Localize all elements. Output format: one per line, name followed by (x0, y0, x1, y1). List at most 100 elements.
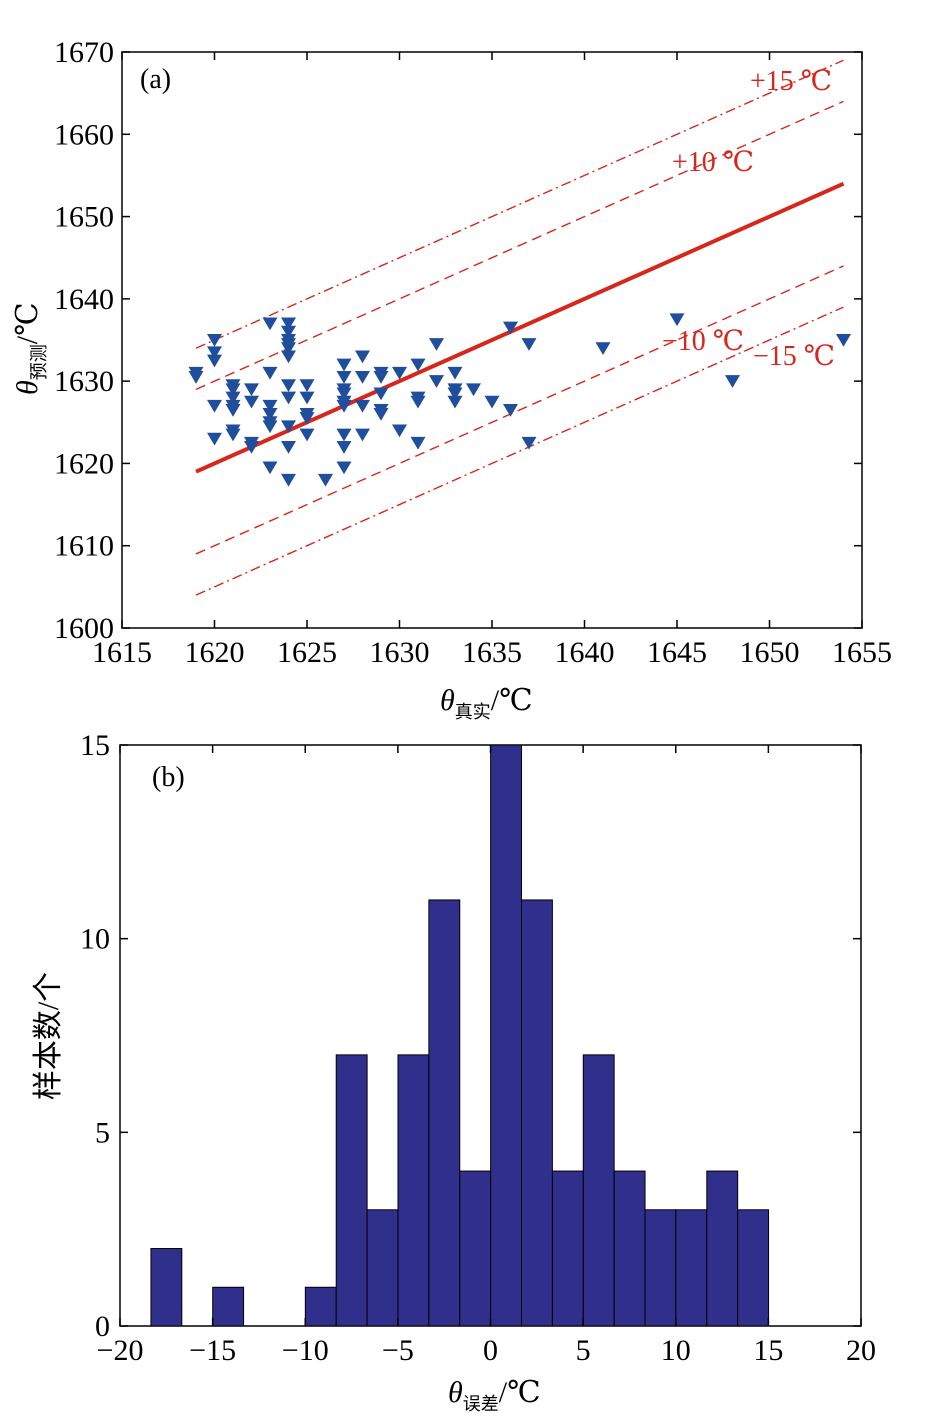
data-point (355, 371, 370, 384)
histogram-bar (582, 1054, 615, 1327)
reference-line (195, 306, 844, 596)
data-point (669, 313, 685, 327)
y-tick-label: 1650 (54, 201, 114, 234)
data-point (355, 350, 370, 364)
data-point (244, 383, 259, 397)
histogram-bar (551, 1170, 584, 1327)
y-tick-label: 0 (95, 1310, 110, 1343)
x-tick-label: −5 (382, 1334, 414, 1367)
data-point (836, 334, 851, 347)
panel-a-label: (a) (140, 64, 171, 95)
data-point (262, 366, 278, 380)
data-point (281, 391, 296, 405)
panel-a: 1615 1620 1625 1630 1635 1640 1645 1650 1655 1600… (11, 36, 892, 722)
data-point (336, 399, 352, 413)
reference-line (195, 100, 844, 391)
y-tick-label: 1630 (54, 365, 114, 398)
data-point (410, 358, 426, 372)
data-point (207, 399, 222, 413)
histogram-bar (613, 1170, 646, 1327)
histogram-bar (521, 899, 553, 1327)
y-tick-label: 15 (80, 729, 110, 762)
ref-label-minus15: −15 ℃ (753, 341, 835, 372)
data-point (410, 436, 426, 450)
x-tick-label: −10 (282, 1334, 329, 1367)
data-point (244, 395, 259, 409)
panel-b-label: (b) (152, 762, 185, 793)
data-point (503, 321, 518, 335)
data-point (281, 325, 296, 339)
panel-a-y-symbol: θ (11, 380, 44, 395)
data-point (299, 391, 315, 405)
data-point (262, 399, 278, 413)
data-point (466, 383, 481, 397)
panel-b: −20 −15 −10 −5 0 5 10 15 20 0 5 10 15 (b) θ误差/℃ 样本数/… (32, 729, 876, 1414)
x-tick-label: 1655 (832, 636, 892, 669)
histogram-bar (397, 1054, 430, 1327)
data-point (262, 420, 278, 434)
histogram-bar (706, 1170, 739, 1327)
histogram-bar (644, 1209, 677, 1327)
data-point (225, 383, 241, 397)
histogram-bar (304, 1286, 337, 1327)
ref-label-minus10: −10 ℃ (662, 326, 744, 357)
y-tick-label: 1600 (54, 612, 114, 645)
histogram-bar (335, 1054, 368, 1327)
data-point (207, 354, 222, 368)
data-point (521, 338, 537, 351)
data-point (355, 428, 370, 442)
data-point (318, 473, 333, 487)
data-point (299, 428, 315, 442)
panel-a-reference-lines (195, 59, 844, 596)
data-point (355, 399, 370, 413)
x-tick-label: −20 (97, 1334, 144, 1367)
data-point (336, 461, 352, 475)
data-point (503, 403, 518, 417)
ref-label-plus15: +15 ℃ (750, 66, 832, 97)
panel-b-x-unit: /℃ (499, 1376, 541, 1409)
data-point (299, 412, 315, 425)
panel-a-x-unit: /℃ (491, 684, 533, 717)
panel-b-ticks: −20 −15 −10 −5 0 5 10 15 20 0 5 10 15 (80, 729, 876, 1367)
reference-line (195, 265, 844, 555)
x-tick-label: 1625 (277, 636, 337, 669)
data-point (725, 375, 740, 388)
data-point (207, 432, 222, 446)
data-point (336, 440, 352, 454)
y-tick-label: 5 (95, 1116, 110, 1149)
panel-b-y-title: 样本数/个 (32, 972, 65, 1100)
data-point (336, 428, 352, 442)
panel-a-x-symbol: θ (440, 684, 455, 717)
data-point (447, 395, 463, 409)
data-point (521, 436, 537, 450)
data-point (447, 387, 463, 401)
panel-a-y-title: θ预测/℃ (11, 302, 49, 395)
y-tick-label: 10 (80, 923, 110, 956)
data-point (336, 371, 352, 384)
data-point (244, 440, 259, 454)
data-point (281, 379, 296, 393)
x-tick-label: 1640 (555, 636, 615, 669)
panel-a-ticks: 1615 1620 1625 1630 1635 1640 1645 1650 1655 1600… (54, 36, 892, 669)
y-tick-label: 1670 (54, 36, 114, 69)
data-point (225, 391, 241, 405)
data-point (207, 334, 222, 347)
data-point (336, 387, 352, 401)
data-point (281, 317, 296, 331)
data-point (429, 338, 444, 351)
x-tick-label: 5 (576, 1334, 591, 1367)
histogram-bar (428, 899, 461, 1327)
histogram-bar (675, 1209, 708, 1327)
data-point (281, 420, 296, 434)
panel-b-x-symbol: θ (448, 1376, 463, 1409)
data-point (262, 461, 278, 475)
data-point (299, 379, 315, 393)
reference-line (195, 59, 844, 349)
x-tick-label: 0 (483, 1334, 498, 1367)
data-point (410, 395, 426, 409)
histogram-bar (212, 1286, 245, 1327)
x-tick-label: 15 (753, 1334, 783, 1367)
panel-a-points (188, 313, 851, 487)
y-tick-label: 1610 (54, 530, 114, 563)
